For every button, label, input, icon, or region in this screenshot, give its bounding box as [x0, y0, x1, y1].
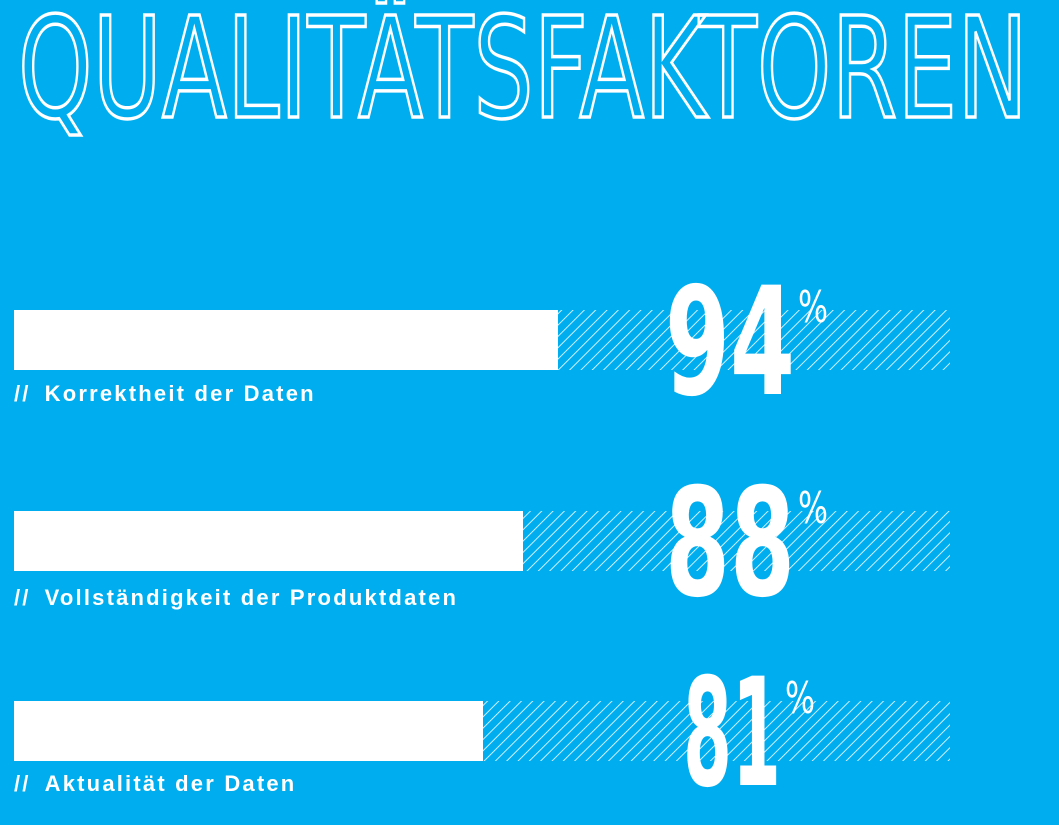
- bar: [14, 511, 523, 571]
- percent-sign: %: [798, 282, 828, 333]
- category-label-text: Aktualität der Daten: [44, 771, 297, 796]
- value-label: 88: [665, 457, 795, 631]
- category-label: // Vollständigkeit der Produktdaten: [14, 585, 458, 611]
- bar: [14, 701, 483, 761]
- label-prefix: //: [14, 381, 31, 406]
- percent-sign: %: [798, 483, 828, 534]
- page-title-text: QUALITÄTSFAKTOREN: [18, 0, 1028, 144]
- percent-sign: %: [785, 673, 815, 724]
- value-label: 94: [665, 256, 795, 430]
- category-label: // Aktualität der Daten: [14, 771, 296, 797]
- bar: [14, 310, 558, 370]
- label-prefix: //: [14, 585, 31, 610]
- category-label-text: Korrektheit der Daten: [44, 381, 316, 406]
- label-prefix: //: [14, 771, 31, 796]
- category-label-text: Vollständigkeit der Produktdaten: [44, 585, 459, 610]
- category-label: // Korrektheit der Daten: [14, 381, 316, 407]
- value-label: 81: [683, 647, 781, 821]
- page-title: QUALITÄTSFAKTOREN: [18, 0, 1048, 144]
